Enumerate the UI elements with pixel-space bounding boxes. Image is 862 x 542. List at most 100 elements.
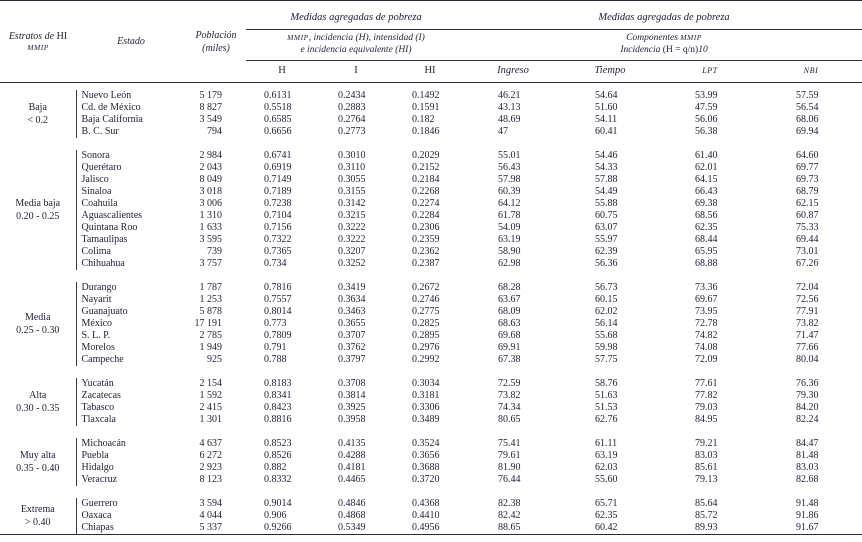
table-body: Baja < 0.2 Nuevo León 5 179 0.6131 0.2434 0.14… bbox=[0, 83, 862, 535]
tiempo-cell-value: 59.98 bbox=[595, 342, 618, 353]
nbi-cell-value: 68.79 bbox=[796, 186, 819, 197]
state-name-cell: Oaxaca bbox=[75, 510, 186, 522]
nbi-cell: 57.59 bbox=[760, 90, 862, 102]
h-cell-value: 0.8341 bbox=[264, 390, 292, 401]
nbi-cell-value: 77.91 bbox=[796, 306, 819, 317]
lpt-cell-value: 72.78 bbox=[695, 318, 718, 329]
i-cell: 0.3010 bbox=[318, 150, 394, 162]
hi-cell-value: 0.2359 bbox=[412, 234, 440, 245]
poblacion-cell: 2 923 bbox=[199, 462, 223, 473]
ingreso-cell-value: 82.38 bbox=[498, 498, 521, 509]
tiempo-cell: 62.39 bbox=[560, 246, 660, 258]
table-row: Baja < 0.2 Nuevo León 5 179 0.6131 0.2434 0.14… bbox=[0, 90, 862, 126]
h-cell: 0.6656 bbox=[246, 126, 318, 138]
ingreso-cell-value: 55.01 bbox=[498, 150, 521, 161]
state-name-cell: Tamaulipas bbox=[75, 234, 186, 246]
nbi-cell-value: 62.15 bbox=[796, 198, 819, 209]
h-cell-value: 0.7816 bbox=[264, 282, 292, 293]
tiempo-cell: 54.11 bbox=[560, 114, 660, 126]
hi-cell: 0.4410 bbox=[394, 510, 466, 522]
nbi-cell: 60.87 bbox=[760, 210, 862, 222]
h-cell-value: 0.8423 bbox=[264, 402, 292, 413]
tiempo-cell-value: 60.42 bbox=[595, 522, 618, 533]
lpt-cell: 65.95 bbox=[660, 246, 760, 258]
strata-header-line1: Estratos de HI bbox=[8, 31, 68, 43]
nbi-cell: 62.15 bbox=[760, 198, 862, 210]
nbi-cell-value: 60.87 bbox=[796, 210, 819, 221]
poblacion-cell: 8 049 bbox=[199, 174, 223, 185]
hi-cell-value: 0.1591 bbox=[412, 102, 440, 113]
lpt-cell: 79.13 bbox=[660, 474, 760, 486]
i-cell-value: 0.4181 bbox=[338, 462, 366, 473]
nbi-cell-value: 77.66 bbox=[796, 342, 819, 353]
group-gap-cell bbox=[0, 270, 862, 282]
hi-cell: 0.2268 bbox=[394, 186, 466, 198]
table-row: Colima 739 0.7365 0.3207 0.2362 58.90 62.39 65.… bbox=[0, 246, 862, 258]
ingreso-cell-value: 72.59 bbox=[498, 378, 521, 389]
poblacion-cell: 5 337 bbox=[199, 522, 223, 533]
tiempo-cell: 59.98 bbox=[560, 342, 660, 354]
poblacion-cell: 8 827 bbox=[199, 102, 223, 113]
tiempo-cell-value: 54.33 bbox=[595, 162, 618, 173]
stratum-name: Muy alta bbox=[19, 450, 56, 461]
tiempo-cell: 63.07 bbox=[560, 222, 660, 234]
i-cell: 0.3707 bbox=[318, 330, 394, 342]
group-gap-cell bbox=[0, 138, 862, 150]
col-header-ingreso: Ingreso bbox=[466, 60, 560, 83]
nbi-cell: 91.67 bbox=[760, 522, 862, 535]
i-cell-value: 0.3155 bbox=[338, 186, 366, 197]
hi-cell: 0.3524 bbox=[394, 438, 466, 450]
tiempo-cell-value: 60.41 bbox=[595, 126, 618, 137]
hi-cell-value: 0.2268 bbox=[412, 186, 440, 197]
state-name-cell: Cd. de México bbox=[75, 102, 186, 114]
tiempo-cell: 51.53 bbox=[560, 402, 660, 414]
nbi-cell-value: 69.73 bbox=[796, 174, 819, 185]
poblacion-cell: 8 123 bbox=[199, 474, 223, 485]
lpt-cell-value: 66.43 bbox=[695, 186, 718, 197]
strata-column-header: Estratos de HI MMIP bbox=[0, 0, 76, 83]
poblacion-cell: 3 595 bbox=[199, 234, 223, 245]
i-cell-value: 0.4288 bbox=[338, 450, 366, 461]
group-gap bbox=[0, 83, 862, 91]
i-cell: 0.2434 bbox=[318, 90, 394, 102]
nbi-cell-value: 72.04 bbox=[796, 282, 819, 293]
lpt-cell: 73.36 bbox=[660, 282, 760, 294]
h-cell: 0.6585 bbox=[246, 114, 318, 126]
table-row: Oaxaca 4 044 0.906 0.4868 0.4410 82.42 62.35 85… bbox=[0, 510, 862, 522]
poblacion-cell: 739 bbox=[207, 246, 222, 257]
poblacion-cell: 1 787 bbox=[199, 282, 223, 293]
lpt-cell: 64.15 bbox=[660, 174, 760, 186]
hi-cell-value: 0.2992 bbox=[412, 354, 440, 365]
i-cell: 0.4181 bbox=[318, 462, 394, 474]
group-gap-cell bbox=[0, 83, 862, 91]
tiempo-cell-value: 60.15 bbox=[595, 294, 618, 305]
lpt-cell: 69.67 bbox=[660, 294, 760, 306]
poblacion-cell: 1 633 bbox=[199, 222, 223, 233]
i-cell: 0.3797 bbox=[318, 354, 394, 366]
tiempo-cell: 54.64 bbox=[560, 90, 660, 102]
poblacion-cell: 3 594 bbox=[199, 498, 223, 509]
hi-cell-value: 0.2152 bbox=[412, 162, 440, 173]
nbi-cell-value: 71.47 bbox=[796, 330, 819, 341]
h-cell: 0.906 bbox=[246, 510, 318, 522]
state-name-cell: Morelos bbox=[75, 342, 186, 354]
i-cell-value: 0.3463 bbox=[338, 306, 366, 317]
ingreso-cell: 56.43 bbox=[466, 162, 560, 174]
hi-cell: 0.3489 bbox=[394, 414, 466, 426]
table-row: Campeche 925 0.788 0.3797 0.2992 67.38 57.75 72… bbox=[0, 354, 862, 366]
group-gap bbox=[0, 486, 862, 498]
h-cell: 0.7156 bbox=[246, 222, 318, 234]
ingreso-cell-value: 67.38 bbox=[498, 354, 521, 365]
table-row: Chihuahua 3 757 0.734 0.3252 0.2387 62.98 56.3… bbox=[0, 258, 862, 270]
i-cell-value: 0.3207 bbox=[338, 246, 366, 257]
ingreso-cell: 68.63 bbox=[466, 318, 560, 330]
lpt-cell-value: 77.61 bbox=[695, 378, 718, 389]
ingreso-cell-value: 48.69 bbox=[498, 114, 521, 125]
i-cell: 0.3252 bbox=[318, 258, 394, 270]
ingreso-cell: 67.38 bbox=[466, 354, 560, 366]
tiempo-cell-value: 54.64 bbox=[595, 90, 618, 101]
nbi-cell: 73.82 bbox=[760, 318, 862, 330]
state-name-cell: Hidalgo bbox=[75, 462, 186, 474]
